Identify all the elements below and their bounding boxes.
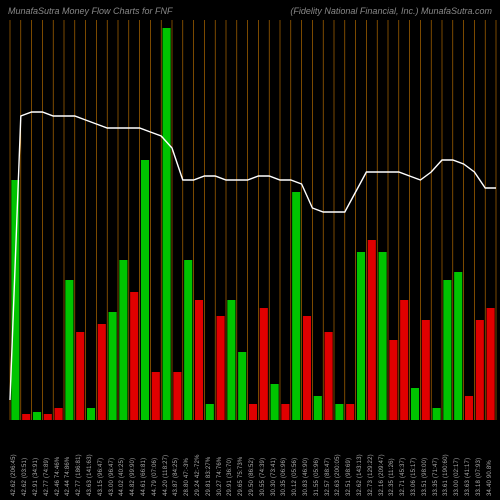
x-label: 43.00 (96:47) <box>109 458 115 496</box>
bar <box>217 316 225 420</box>
bar <box>389 340 397 420</box>
bar <box>357 252 365 420</box>
x-label: 44.79 (07:06) <box>152 458 158 496</box>
x-label: 28.80 47:-3% <box>184 458 190 496</box>
bar <box>325 332 333 420</box>
x-label: 33.35 (71:47) <box>433 458 439 496</box>
x-label: 44.82 (99:90) <box>130 458 136 496</box>
x-label: 32.71 (45:37) <box>400 458 406 496</box>
x-label: 32.35 (11:26) <box>389 458 395 496</box>
header-right: (Fidelity National Financial, Inc.) Muna… <box>290 6 492 16</box>
x-label: 33.61 (190:60) <box>443 454 449 496</box>
x-label: 32.16 (209:47) <box>379 454 385 496</box>
x-label: 30.55 (74:39) <box>260 458 266 496</box>
x-label: 44.61 (66:81) <box>141 458 147 496</box>
bar <box>454 272 462 420</box>
x-label: 43.15 (96:47) <box>98 458 104 496</box>
x-label: 42.62 (206:45) <box>11 454 17 496</box>
x-label: 42.46 74:46% <box>55 457 61 496</box>
bar <box>292 192 300 420</box>
bar <box>130 292 138 420</box>
chart-canvas <box>0 20 500 420</box>
bar <box>119 260 127 420</box>
bar <box>400 300 408 420</box>
x-label: 32.51 (98:69) <box>346 458 352 496</box>
x-label: 42.91 (34:91) <box>33 458 39 496</box>
bar <box>76 332 84 420</box>
x-label: 29.81 83:27% <box>206 457 212 496</box>
x-label: 30.35 (06:96) <box>281 458 287 496</box>
x-label: 29.65 75:73% <box>238 457 244 496</box>
x-label: 42.77 (186:81) <box>76 454 82 496</box>
bar <box>476 320 484 420</box>
x-label: 30.12 (05:56) <box>292 458 298 496</box>
x-label: 33.18 (07:93) <box>476 458 482 496</box>
x-label: 33.63 (41:17) <box>465 458 471 496</box>
bar <box>195 300 203 420</box>
bar <box>487 308 495 420</box>
bar <box>422 320 430 420</box>
header-left: MunafaSutra Money Flow Charts for FNF <box>8 6 173 16</box>
x-label: 34.40 90.8% <box>487 460 493 496</box>
bar <box>368 240 376 420</box>
x-label: 30.83 (46:90) <box>303 458 309 496</box>
x-label: 42.77 (74:89) <box>44 458 50 496</box>
bar <box>141 160 149 420</box>
x-label: 32.62 (143:13) <box>357 454 363 496</box>
bar <box>109 312 117 420</box>
x-label: 32.57 (88:47) <box>325 458 331 496</box>
x-label: 33.51 (98:00) <box>422 458 428 496</box>
bar <box>184 260 192 420</box>
bar <box>173 372 181 420</box>
money-flow-chart <box>0 20 500 420</box>
x-label: 30.27 74:76% <box>217 457 223 496</box>
x-label: 29.24 42:-72% <box>195 454 201 496</box>
x-label: 31.55 (05:96) <box>314 458 320 496</box>
x-label: 44.02 (40:25) <box>119 458 125 496</box>
bar <box>11 180 19 420</box>
x-label: 43.87 (84:25) <box>173 458 179 496</box>
x-label: 30.30 (73:41) <box>271 458 277 496</box>
bar <box>260 308 268 420</box>
x-label: 32.73 (129:22) <box>368 454 374 496</box>
bar <box>227 300 235 420</box>
x-label: 29.91 (36:70) <box>227 458 233 496</box>
x-label: 42.62 (03:51) <box>22 458 28 496</box>
bar <box>238 352 246 420</box>
x-axis-labels: 42.62 (206:45) 42.62 (03:51) 42.91 (34:91)… <box>0 415 500 500</box>
bar <box>379 252 387 420</box>
bar <box>152 372 160 420</box>
x-label: 44.20 (118:27) <box>163 455 169 496</box>
x-label: 29.50 (86:52) <box>249 458 255 496</box>
bar <box>65 280 73 420</box>
x-label: 33.00 (02:17) <box>454 458 460 496</box>
bar <box>163 28 171 420</box>
bar <box>303 316 311 420</box>
x-label: 43.63 (141:63) <box>87 454 93 496</box>
x-label: 42.44 74:86% <box>65 457 71 496</box>
bar <box>443 280 451 420</box>
bar <box>98 324 106 420</box>
x-label: 33.06 (15:17) <box>411 458 417 496</box>
x-label: 32.63 (200:05) <box>335 454 341 496</box>
